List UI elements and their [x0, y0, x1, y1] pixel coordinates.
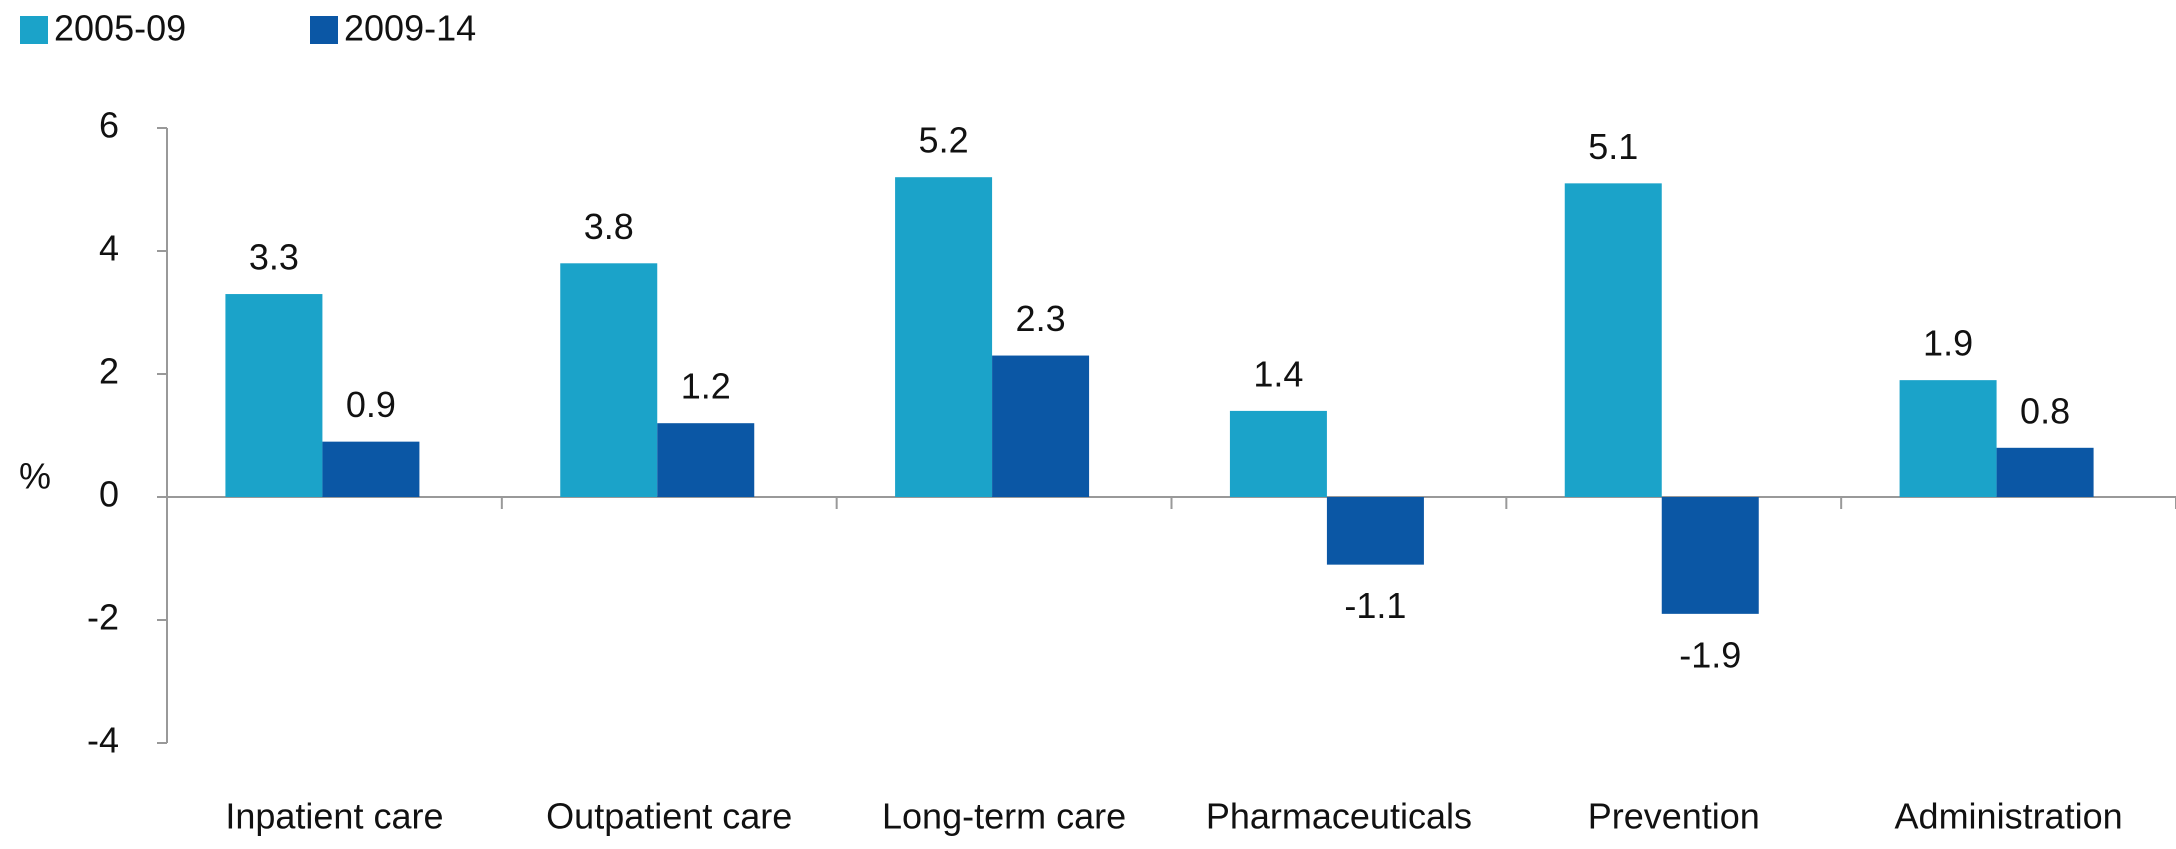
x-tick-label: Administration — [1895, 796, 2123, 837]
y-tick-label: 0 — [99, 474, 119, 515]
legend-label: 2009-14 — [344, 8, 476, 49]
legend-swatch — [310, 16, 338, 44]
bar — [322, 441, 420, 497]
value-label: -1.1 — [1344, 585, 1406, 626]
legend-label: 2005-09 — [54, 8, 186, 49]
value-label: 2.3 — [1016, 298, 1066, 339]
bar — [1564, 183, 1662, 497]
value-label: -1.9 — [1679, 634, 1741, 675]
bar — [1899, 380, 1997, 497]
bar — [895, 177, 993, 497]
value-label: 1.2 — [681, 366, 731, 407]
bar — [657, 423, 755, 497]
x-tick-label: Inpatient care — [225, 796, 443, 837]
value-label: 0.8 — [2020, 390, 2070, 431]
bar — [1661, 497, 1759, 614]
value-label: 3.8 — [584, 206, 634, 247]
value-label: 1.4 — [1253, 353, 1303, 394]
value-label: 3.3 — [249, 237, 299, 278]
bar — [1326, 497, 1424, 565]
legend-swatch — [20, 16, 48, 44]
value-label: 5.2 — [919, 120, 969, 161]
bar — [560, 263, 658, 497]
y-tick-label: -4 — [87, 720, 119, 761]
bar — [1229, 410, 1327, 497]
y-tick-label: 2 — [99, 351, 119, 392]
bar — [1996, 447, 2094, 497]
y-axis-label: % — [19, 456, 51, 497]
y-tick-label: 6 — [99, 105, 119, 146]
bar — [992, 355, 1090, 497]
x-tick-label: Outpatient care — [546, 796, 792, 837]
y-tick-label: -2 — [87, 597, 119, 638]
bar — [225, 294, 323, 497]
value-label: 1.9 — [1923, 323, 1973, 364]
value-label: 5.1 — [1588, 126, 1638, 167]
x-tick-label: Pharmaceuticals — [1206, 796, 1472, 837]
y-tick-label: 4 — [99, 228, 119, 269]
x-tick-label: Prevention — [1588, 796, 1760, 837]
x-tick-label: Long-term care — [882, 796, 1126, 837]
value-label: 0.9 — [346, 384, 396, 425]
